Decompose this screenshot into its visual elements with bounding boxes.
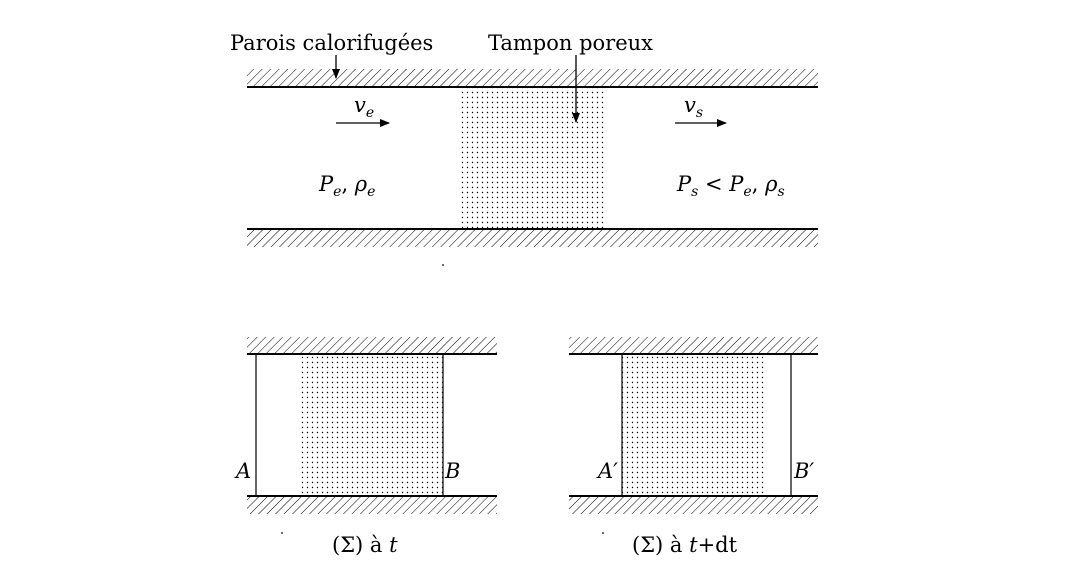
inlet-velocity-symbol: v (354, 93, 366, 117)
porous-plug (461, 88, 605, 228)
system-t-upper-hatch (247, 337, 497, 354)
plug-callout-label: Tampon poreux (488, 31, 653, 55)
point-b-prime-label: B′ (793, 459, 814, 483)
stray-dot-right (602, 532, 604, 534)
top-wall-upper-hatch (247, 69, 818, 86)
outlet-velocity-subscript: s (696, 105, 703, 121)
stray-dot-left (281, 532, 283, 534)
point-b-label: B (444, 459, 460, 483)
outlet-state-label: Ps < Pe, ρs (676, 172, 785, 200)
outlet-velocity-symbol: v (684, 93, 696, 117)
top-wall-lower-hatch (247, 230, 818, 247)
caption-system-tdt: (Σ) à t+dt (632, 533, 738, 557)
caption-system-t: (Σ) à t (332, 533, 398, 557)
system-t-porous-plug (301, 355, 443, 495)
system-tdt-lower-hatch (569, 497, 818, 514)
point-a-label: A (234, 459, 251, 483)
point-a-prime-label: A′ (596, 459, 618, 483)
top-pipe (247, 69, 818, 247)
system-tdt-porous-plug (622, 355, 764, 495)
system-t-lower-hatch (247, 497, 497, 514)
stray-dot (442, 264, 444, 266)
system-at-t: A B (Σ) à t (234, 337, 497, 557)
svg-text:ve: ve (354, 93, 374, 121)
inlet-velocity-subscript: e (366, 105, 374, 121)
svg-text:vs: vs (684, 93, 703, 121)
inlet-state-label: Pe, ρe (318, 172, 375, 200)
system-at-t-plus-dt: A′ B′ (Σ) à t+dt (569, 337, 818, 557)
system-tdt-upper-hatch (569, 337, 818, 354)
walls-callout-label: Parois calorifugées (230, 31, 433, 55)
inlet-velocity: ve (336, 93, 390, 127)
outlet-velocity: vs (675, 93, 727, 127)
